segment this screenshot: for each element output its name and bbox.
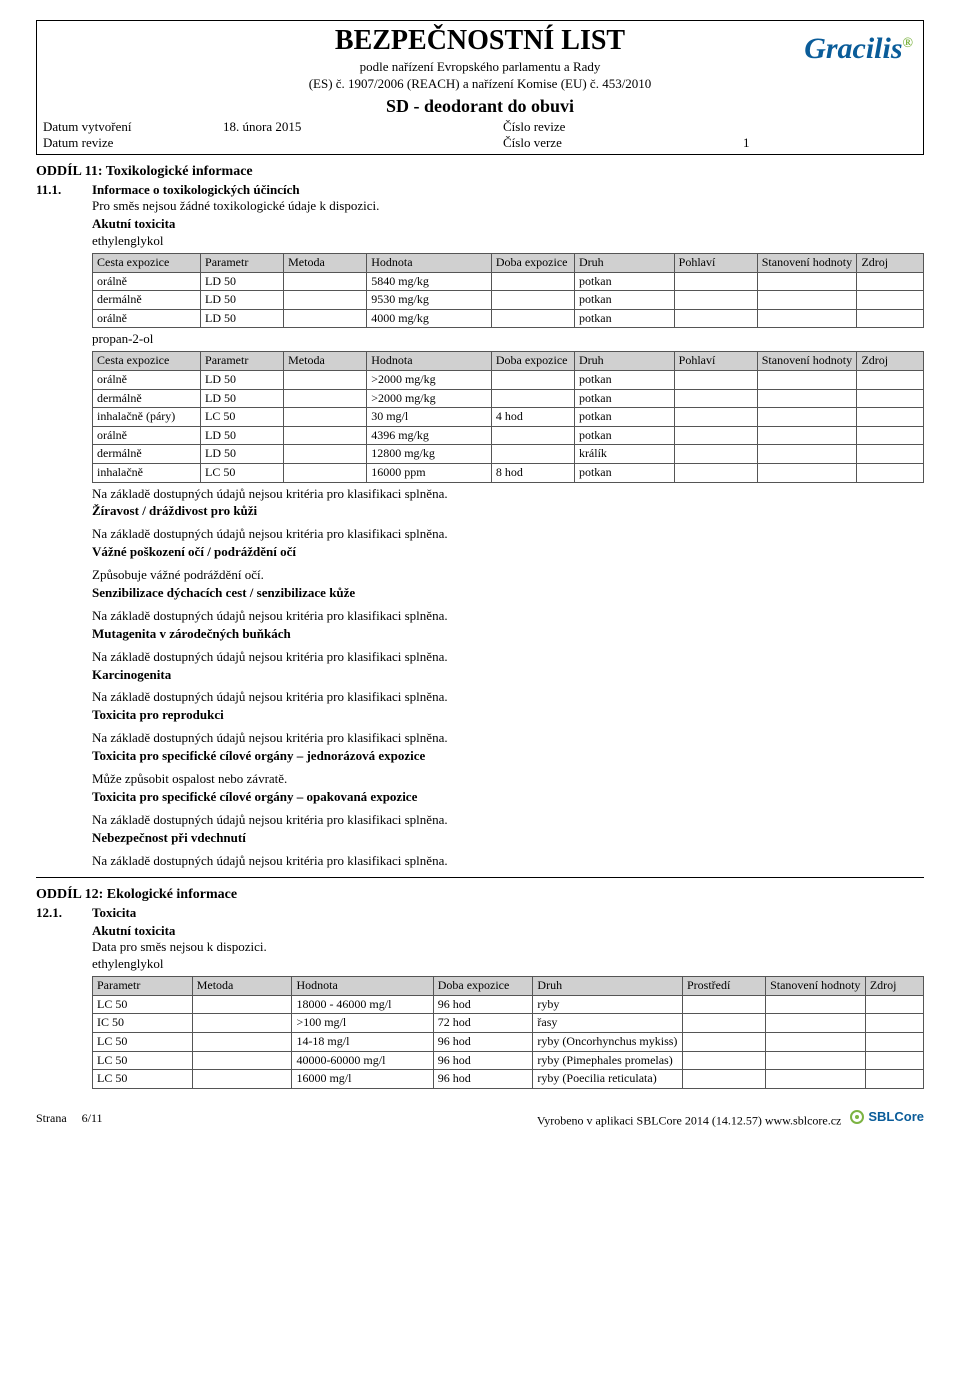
th-sex: Pohlaví — [674, 254, 757, 273]
brand-logo: Gracilis® — [804, 29, 913, 68]
table-row: orálněLD 50>2000 mg/kgpotkan — [93, 370, 924, 389]
vernum-label: Číslo verze — [503, 135, 743, 152]
h-karc: Karcinogenita — [92, 667, 924, 684]
revised-label: Datum revize — [43, 135, 223, 152]
h-repr: Toxicita pro reprodukci — [92, 707, 924, 724]
s12-akutni: Akutní toxicita — [92, 923, 924, 940]
h-stot-re: Toxicita pro specifické cílové orgány – … — [92, 789, 924, 806]
main-title: BEZPEČNOSTNÍ LIST — [43, 23, 917, 59]
table-row: orálněLD 504396 mg/kgpotkan — [93, 426, 924, 445]
th-param: Parametr — [93, 977, 193, 996]
section-11-num: 11.1. — [36, 182, 92, 199]
eco-table-1: Parametr Metoda Hodnota Doba expozice Dr… — [92, 976, 924, 1089]
th-species: Druh — [533, 977, 683, 996]
revnum-label: Číslo revize — [503, 119, 743, 136]
section-12-title: ODDÍL 12: Ekologické informace — [36, 886, 924, 904]
criteria-text: Na základě dostupných údajů nejsou krité… — [92, 486, 924, 503]
s11-akutni: Akutní toxicita — [92, 216, 924, 233]
product-title: SD - deodorant do obuvi — [43, 95, 917, 118]
h-senz: Senzibilizace dýchacích cest / senzibili… — [92, 585, 924, 602]
h-muta: Mutagenita v zárodečných buňkách — [92, 626, 924, 643]
th-det: Stanovení hodnoty — [766, 977, 866, 996]
th-src: Zdroj — [865, 977, 923, 996]
table-row: orálněLD 505840 mg/kgpotkan — [93, 272, 924, 291]
meta-row-2: Datum revize Číslo verze 1 — [43, 135, 917, 152]
footer-generated: Vyrobeno v aplikaci SBLCore 2014 (14.12.… — [537, 1113, 842, 1127]
vernum-value: 1 — [743, 135, 783, 152]
criteria-text: Na základě dostupných údajů nejsou krité… — [92, 730, 924, 747]
h-stot-se: Toxicita pro specifické cílové orgány – … — [92, 748, 924, 765]
tox-table-1: Cesta expozice Parametr Metoda Hodnota D… — [92, 253, 924, 328]
table-row: IC 50>100 mg/l72 hodřasy — [93, 1014, 924, 1033]
th-value: Hodnota — [367, 254, 492, 273]
th-method: Metoda — [192, 977, 292, 996]
th-det: Stanovení hodnoty — [757, 254, 857, 273]
document-header: Gracilis® BEZPEČNOSTNÍ LIST podle naříze… — [36, 20, 924, 155]
th-route: Cesta expozice — [93, 254, 201, 273]
s11-substance-1: ethylenglykol — [92, 233, 924, 250]
h-oci: Vážné poškození očí / podráždění očí — [92, 544, 924, 561]
meta-row-1: Datum vytvoření 18. února 2015 Číslo rev… — [43, 119, 917, 136]
criteria-text: Na základě dostupných údajů nejsou krité… — [92, 853, 924, 870]
section-12-heading: Toxicita — [92, 905, 136, 922]
s12-nodata: Data pro směs nejsou k dispozici. — [92, 939, 924, 956]
table-row: LC 5018000 - 46000 mg/l96 hodryby — [93, 995, 924, 1014]
h-ziravost: Žíravost / dráždivost pro kůži — [92, 503, 924, 520]
th-value: Hodnota — [292, 977, 433, 996]
criteria-text: Na základě dostupných údajů nejsou krité… — [92, 689, 924, 706]
criteria-text: Na základě dostupných údajů nejsou krité… — [92, 812, 924, 829]
table-row: LC 5040000-60000 mg/l96 hodryby (Pimepha… — [93, 1051, 924, 1070]
s12-substance-1: ethylenglykol — [92, 956, 924, 973]
th-param: Parametr — [201, 254, 284, 273]
th-dur: Doba expozice — [491, 254, 574, 273]
th-species: Druh — [574, 254, 674, 273]
stot-se-text: Může způsobit ospalost nebo závratě. — [92, 771, 924, 788]
leaf-icon — [850, 1110, 864, 1124]
table-row: orálněLD 504000 mg/kgpotkan — [93, 309, 924, 328]
criteria-text: Na základě dostupných údajů nejsou krité… — [92, 608, 924, 625]
th-method: Metoda — [284, 254, 367, 273]
tox-table-2: Cesta expozice Parametr Metoda Hodnota D… — [92, 351, 924, 482]
s11-substance-2: propan-2-ol — [92, 331, 924, 348]
section-divider — [36, 877, 924, 878]
table-row: dermálněLD 50>2000 mg/kgpotkan — [93, 389, 924, 408]
sblcore-logo: SBLCore — [850, 1109, 924, 1126]
reg-line2: (ES) č. 1907/2006 (REACH) a nařízení Kom… — [43, 76, 917, 93]
oci-text: Způsobuje vážné podráždění očí. — [92, 567, 924, 584]
created-label: Datum vytvoření — [43, 119, 223, 136]
th-dur: Doba expozice — [433, 977, 533, 996]
s11-intro: Pro směs nejsou žádné toxikologické údaj… — [92, 198, 924, 215]
table-row: dermálněLD 509530 mg/kgpotkan — [93, 291, 924, 310]
criteria-text: Na základě dostupných údajů nejsou krité… — [92, 526, 924, 543]
table-row: LC 5014-18 mg/l96 hodryby (Oncorhynchus … — [93, 1032, 924, 1051]
th-env: Prostředí — [683, 977, 766, 996]
section-11-title: ODDÍL 11: Toxikologické informace — [36, 163, 924, 181]
section-12-num: 12.1. — [36, 905, 92, 922]
table-row: inhalačně (páry)LC 5030 mg/l4 hodpotkan — [93, 408, 924, 427]
page-value: 6/11 — [82, 1111, 103, 1125]
h-asp: Nebezpečnost při vdechnutí — [92, 830, 924, 847]
page-label: Strana — [36, 1111, 67, 1125]
reg-line1: podle nařízení Evropského parlamentu a R… — [43, 59, 917, 76]
table-row: LC 5016000 mg/l96 hodryby (Poecilia reti… — [93, 1070, 924, 1089]
section-11-heading: Informace o toxikologických účincích — [92, 182, 300, 199]
table-row: inhalačněLC 5016000 ppm8 hodpotkan — [93, 463, 924, 482]
created-value: 18. února 2015 — [223, 119, 503, 136]
criteria-text: Na základě dostupných údajů nejsou krité… — [92, 649, 924, 666]
th-src: Zdroj — [857, 254, 924, 273]
page-footer: Strana 6/11 Vyrobeno v aplikaci SBLCore … — [36, 1109, 924, 1129]
table-row: dermálněLD 5012800 mg/kgkrálík — [93, 445, 924, 464]
